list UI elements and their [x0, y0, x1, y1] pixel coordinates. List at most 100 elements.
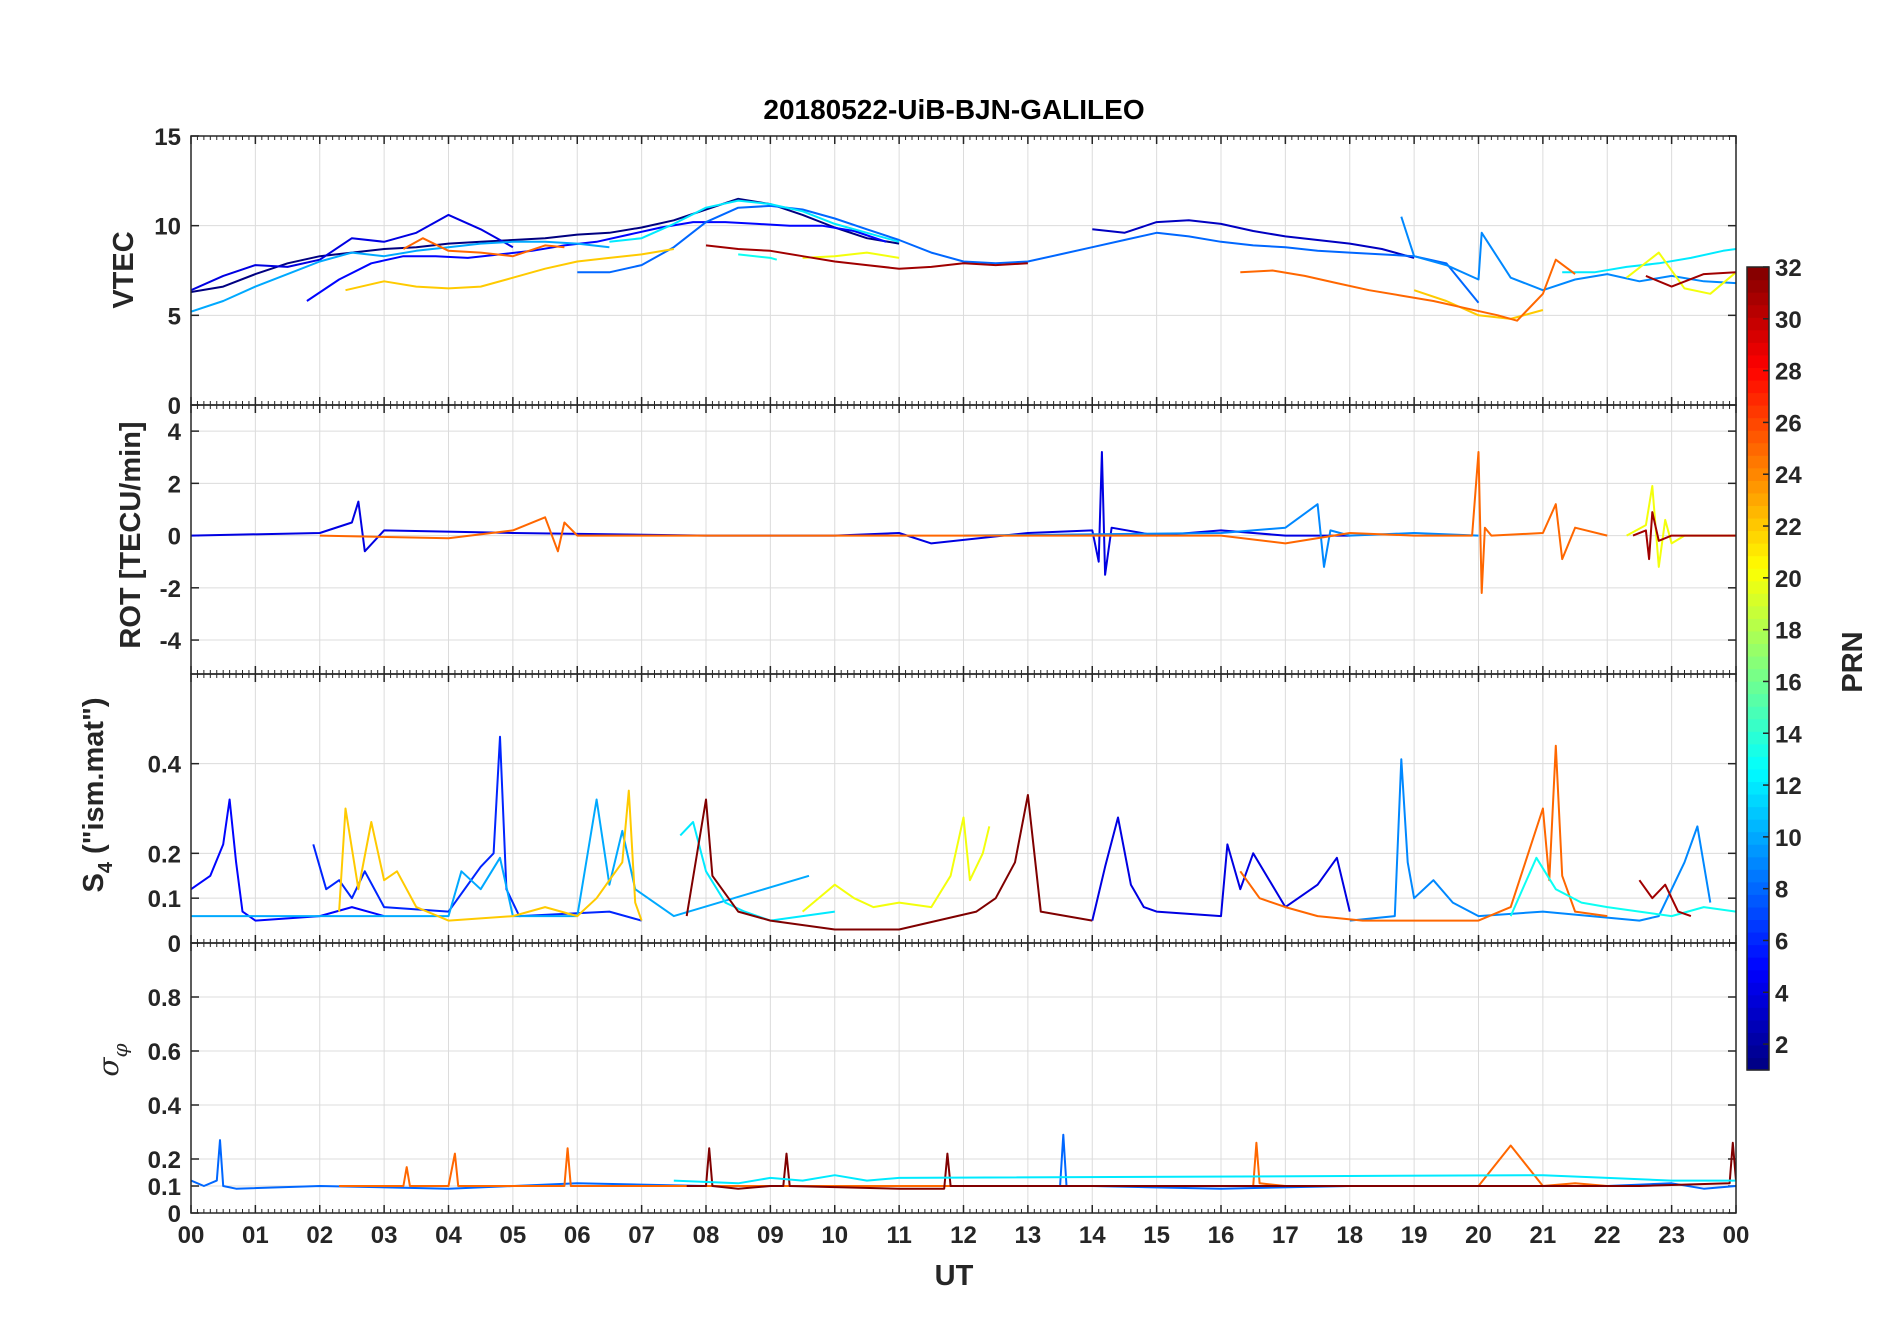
y-tick-label: -2 — [160, 576, 181, 603]
panel-sigma: 00.10.2 0.4 0.6 0.8 — [148, 942, 1737, 1228]
y-tick-label: 0.2 — [148, 841, 181, 868]
colorbar-cell — [1747, 292, 1769, 306]
y-tick-label: 0.1 — [148, 886, 181, 913]
colorbar-cell — [1747, 781, 1769, 795]
y-tick-label: 0 — [168, 393, 181, 420]
series-prn-5 — [306, 221, 887, 302]
colorbar-cell — [1747, 1057, 1769, 1071]
x-tick-label: 02 — [306, 1222, 333, 1249]
colorbar-cell — [1747, 329, 1769, 343]
y-tick-label: 0 — [168, 524, 181, 551]
series-prn-32 — [685, 794, 1093, 931]
colorbar-cell — [1747, 743, 1769, 757]
colorbar-cell — [1747, 944, 1769, 958]
colorbar-cell — [1747, 969, 1769, 983]
x-tick-label: 08 — [693, 1222, 720, 1249]
y-tick-label: 10 — [154, 214, 181, 241]
axes-frame-sigma — [190, 942, 1737, 1214]
x-tick-label: 14 — [1079, 1222, 1106, 1249]
colorbar-cell — [1747, 957, 1769, 971]
series-prn-8 — [577, 204, 1480, 304]
y-label-s4-rest: ("ism.mat") — [78, 698, 110, 862]
colorbar-cell — [1747, 718, 1769, 732]
series-prn-32 — [686, 1141, 1736, 1190]
colorbar-label: PRN — [1837, 631, 1869, 692]
colorbar-cell — [1747, 467, 1769, 481]
colorbar-cell — [1747, 731, 1769, 745]
colorbar-cell — [1747, 593, 1769, 607]
series-prn-13 — [1509, 856, 1736, 918]
series-prn-31 — [1632, 511, 1736, 561]
colorbar-cell — [1747, 931, 1769, 946]
y-label-sigma-main: σ — [92, 1057, 125, 1077]
colorbar-cell — [1747, 417, 1769, 431]
y-tick-label: 2 — [168, 471, 181, 498]
x-tick-label: 23 — [1658, 1222, 1685, 1249]
series-prn-9 — [1349, 758, 1712, 922]
y-label-rot: ROT [TECU/min] — [115, 421, 147, 648]
series-prn-20 — [801, 816, 991, 913]
x-tick-label: 06 — [564, 1222, 591, 1249]
colorbar-tick-label: 8 — [1775, 877, 1788, 904]
colorbar-cell — [1747, 1044, 1769, 1059]
colorbar-cell — [1747, 668, 1769, 682]
colorbar-cell — [1747, 342, 1769, 356]
colorbar-cell — [1747, 756, 1769, 770]
series-prn-25 — [1239, 744, 1608, 922]
x-axis-label: UT — [935, 1260, 974, 1292]
series-prn-3 — [1092, 219, 1415, 259]
panel-s4: 0 0.1 0.2 0.4 — [148, 673, 1737, 958]
series-prn-20 — [802, 251, 900, 259]
series-prn-25 — [339, 1141, 1608, 1187]
colorbar-tick-label: 32 — [1775, 255, 1802, 282]
y-label-s4-sub: 4 — [95, 861, 117, 873]
colorbar-tick-label: 2 — [1775, 1032, 1788, 1059]
y-tick-label: 0.4 — [148, 752, 182, 779]
traces-rot — [191, 451, 1736, 594]
colorbar-cell — [1747, 869, 1769, 883]
series-prn-4 — [1091, 816, 1351, 921]
colorbar-cell — [1747, 768, 1769, 783]
y-tick-label: 0 — [168, 1201, 181, 1228]
colorbar-cell — [1747, 982, 1769, 996]
colorbar-tick-label: 20 — [1775, 566, 1802, 593]
y-tick-label: 0.2 — [148, 1147, 181, 1174]
colorbar-cell — [1747, 630, 1769, 645]
colorbar-cell — [1747, 480, 1769, 494]
x-tick-label: 00 — [178, 1222, 205, 1249]
colorbar-tick-label: 30 — [1775, 307, 1802, 334]
colorbar-tick-label: 14 — [1775, 721, 1802, 748]
y-label-s4: S4 ("ism.mat") — [78, 698, 117, 893]
colorbar-cell — [1747, 655, 1769, 670]
colorbar-tick-label: 18 — [1775, 618, 1802, 645]
colorbar-cell — [1747, 906, 1769, 921]
x-tick-label: 00 — [1723, 1222, 1750, 1249]
colorbar-cell — [1747, 580, 1769, 594]
y-tick-label: 0.6 — [148, 1039, 181, 1066]
panel-rot: -4 -2 0 2 4 — [160, 404, 1737, 675]
colorbar-cell — [1747, 492, 1769, 506]
y-label-s4-main: S — [78, 873, 110, 892]
colorbar-cell — [1747, 568, 1769, 582]
x-tick-label: 03 — [371, 1222, 398, 1249]
y-tick-label: -4 — [160, 628, 182, 655]
series-prn-9 — [1400, 216, 1736, 292]
x-tick-label: 13 — [1015, 1222, 1042, 1249]
series-prn-4 — [191, 213, 514, 292]
colorbar-tick-label: 28 — [1775, 359, 1802, 386]
colorbar-cell — [1747, 806, 1769, 820]
series-prn-10 — [191, 240, 610, 313]
colorbar-tick-label: 6 — [1775, 928, 1788, 955]
series-prn-12 — [673, 1174, 1736, 1185]
colorbar-cell — [1747, 894, 1769, 908]
series-prn-31 — [1638, 879, 1692, 918]
x-tick-label: 16 — [1208, 1222, 1235, 1249]
colorbar-cell — [1747, 994, 1769, 1008]
x-tick-label: 22 — [1594, 1222, 1621, 1249]
colorbar-cell — [1747, 405, 1769, 419]
colorbar-tick-label: 16 — [1775, 669, 1802, 696]
colorbar-cell — [1747, 919, 1769, 933]
x-tick-label: 05 — [500, 1222, 527, 1249]
chart-title: 20180522-UiB-BJN-GALILEO — [763, 94, 1144, 125]
